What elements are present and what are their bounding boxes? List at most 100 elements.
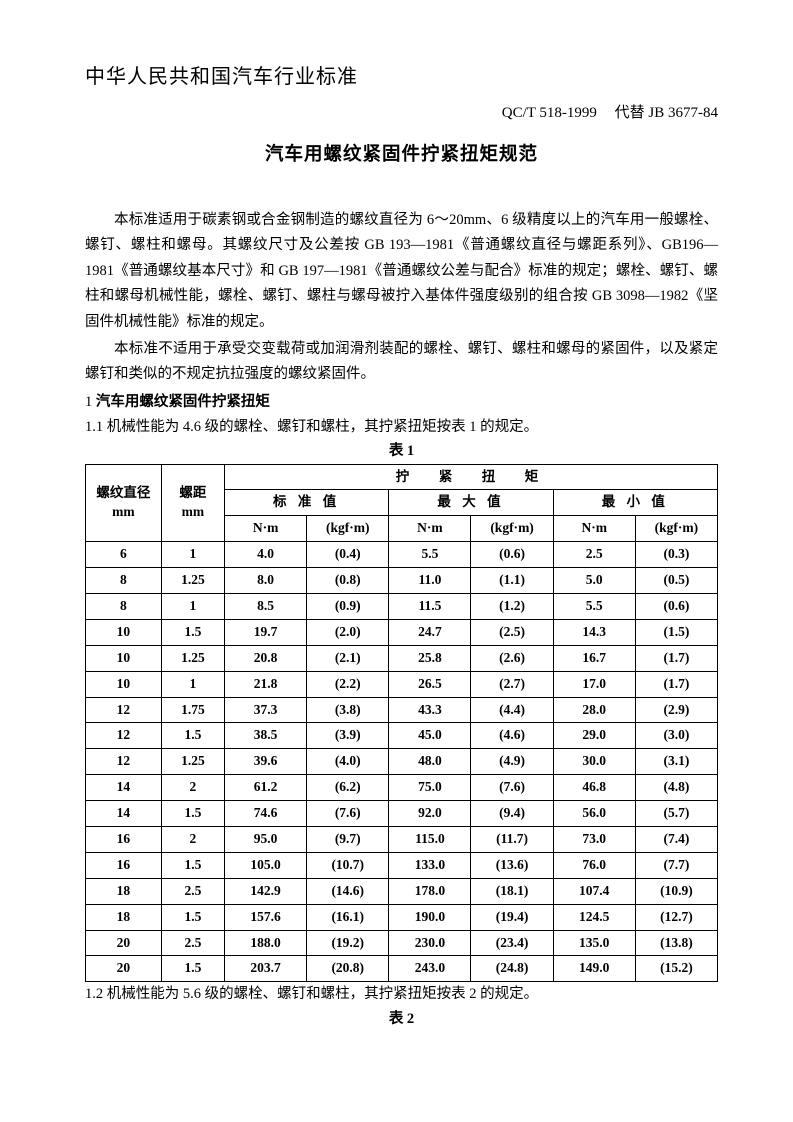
table-cell: (0.3) <box>635 542 717 568</box>
table-cell: 149.0 <box>553 956 635 982</box>
table-cell: (2.7) <box>471 671 553 697</box>
table-row: 14261.2(6.2)75.0(7.6)46.8(4.8) <box>86 775 718 801</box>
col-max-kgfm: (kgf·m) <box>471 516 553 542</box>
table-cell: 75.0 <box>389 775 471 801</box>
table-cell: (2.1) <box>307 645 389 671</box>
diameter-label: 螺纹直径 <box>96 485 150 500</box>
table-cell: 178.0 <box>389 878 471 904</box>
table-cell: 16 <box>86 852 162 878</box>
table-cell: 76.0 <box>553 852 635 878</box>
org-heading: 中华人民共和国汽车行业标准 <box>85 60 718 89</box>
table-cell: 8 <box>86 568 162 594</box>
table-cell: 1.5 <box>161 904 224 930</box>
table-cell: 1.5 <box>161 619 224 645</box>
pitch-label: 螺距 <box>179 485 206 500</box>
table-cell: (2.5) <box>471 619 553 645</box>
table-cell: (7.7) <box>635 852 717 878</box>
table-cell: 1.5 <box>161 723 224 749</box>
table-cell: 2.5 <box>161 930 224 956</box>
table-cell: (1.5) <box>635 619 717 645</box>
table-cell: 14.3 <box>553 619 635 645</box>
table-cell: 29.0 <box>553 723 635 749</box>
table-cell: (4.6) <box>471 723 553 749</box>
table-cell: 12 <box>86 749 162 775</box>
table-header-row-1: 螺纹直径 mm 螺距 mm 拧 紧 扭 矩 <box>86 464 718 490</box>
table-cell: 56.0 <box>553 801 635 827</box>
table-cell: (20.8) <box>307 956 389 982</box>
table-row: 182.5142.9(14.6)178.0(18.1)107.4(10.9) <box>86 878 718 904</box>
table-cell: (3.1) <box>635 749 717 775</box>
table-cell: 17.0 <box>553 671 635 697</box>
table-cell: (10.7) <box>307 852 389 878</box>
table-row: 161.5105.0(10.7)133.0(13.6)76.0(7.7) <box>86 852 718 878</box>
table-cell: 19.7 <box>225 619 307 645</box>
document-title: 汽车用螺纹紧固件拧紧扭矩规范 <box>85 140 718 166</box>
section-1-heading: 1 汽车用螺纹紧固件拧紧扭矩 <box>85 390 718 415</box>
table-cell: 1.25 <box>161 645 224 671</box>
table-cell: (3.8) <box>307 697 389 723</box>
table-cell: 188.0 <box>225 930 307 956</box>
table-cell: (3.0) <box>635 723 717 749</box>
table-cell: 1.5 <box>161 852 224 878</box>
torque-table-1: 螺纹直径 mm 螺距 mm 拧 紧 扭 矩 标 准 值 最 大 值 最 小 值 … <box>85 464 718 983</box>
table-cell: (18.1) <box>471 878 553 904</box>
table-cell: 10 <box>86 671 162 697</box>
col-min-nm: N·m <box>553 516 635 542</box>
table-cell: (14.6) <box>307 878 389 904</box>
table-cell: 48.0 <box>389 749 471 775</box>
table-cell: (4.0) <box>307 749 389 775</box>
table-cell: 61.2 <box>225 775 307 801</box>
table-cell: (4.9) <box>471 749 553 775</box>
table-cell: 107.4 <box>553 878 635 904</box>
col-min-kgfm: (kgf·m) <box>635 516 717 542</box>
table-1-caption: 表 1 <box>85 440 718 463</box>
table-cell: 142.9 <box>225 878 307 904</box>
table-cell: 16 <box>86 827 162 853</box>
table-cell: 30.0 <box>553 749 635 775</box>
clause-1-2: 1.2 机械性能为 5.6 级的螺栓、螺钉和螺柱，其拧紧扭矩按表 2 的规定。 <box>85 982 718 1007</box>
table-cell: (2.6) <box>471 645 553 671</box>
table-cell: 133.0 <box>389 852 471 878</box>
table-cell: (0.5) <box>635 568 717 594</box>
table-row: 10121.8(2.2)26.5(2.7)17.0(1.7) <box>86 671 718 697</box>
table-cell: 12 <box>86 697 162 723</box>
col-min: 最 小 值 <box>553 490 717 516</box>
spec-replaces: 代替 JB 3677-84 <box>615 101 718 122</box>
table-2-caption: 表 2 <box>85 1008 718 1031</box>
table-cell: 2.5 <box>161 878 224 904</box>
table-cell: (1.2) <box>471 594 553 620</box>
table-cell: (2.0) <box>307 619 389 645</box>
table-cell: 20 <box>86 956 162 982</box>
table-cell: 18 <box>86 878 162 904</box>
table-cell: (7.6) <box>307 801 389 827</box>
table-cell: 230.0 <box>389 930 471 956</box>
table-cell: 21.8 <box>225 671 307 697</box>
table-cell: 14 <box>86 801 162 827</box>
table-cell: 2 <box>161 827 224 853</box>
table-cell: (0.6) <box>471 542 553 568</box>
table-body: 614.0(0.4)5.5(0.6)2.5(0.3)81.258.0(0.8)1… <box>86 542 718 982</box>
table-cell: 92.0 <box>389 801 471 827</box>
table-cell: (19.2) <box>307 930 389 956</box>
table-cell: 5.5 <box>389 542 471 568</box>
table-cell: (13.8) <box>635 930 717 956</box>
table-cell: (16.1) <box>307 904 389 930</box>
col-max-nm: N·m <box>389 516 471 542</box>
table-cell: 39.6 <box>225 749 307 775</box>
table-cell: (1.7) <box>635 645 717 671</box>
table-cell: 74.6 <box>225 801 307 827</box>
table-cell: 45.0 <box>389 723 471 749</box>
table-cell: 8.5 <box>225 594 307 620</box>
intro-paragraph-2: 本标准不适用于承受交变载荷或加润滑剂装配的螺栓、螺钉、螺柱和螺母的紧固件，以及紧… <box>85 337 718 388</box>
table-cell: 8.0 <box>225 568 307 594</box>
table-cell: 157.6 <box>225 904 307 930</box>
intro-paragraph-1: 本标准适用于碳素钢或合金钢制造的螺纹直径为 6～20mm、6 级精度以上的汽车用… <box>85 208 718 335</box>
table-cell: (19.4) <box>471 904 553 930</box>
table-row: 202.5188.0(19.2)230.0(23.4)135.0(13.8) <box>86 930 718 956</box>
table-cell: 1 <box>161 542 224 568</box>
table-cell: 20 <box>86 930 162 956</box>
table-cell: (0.6) <box>635 594 717 620</box>
table-cell: 1 <box>161 594 224 620</box>
table-row: 181.5157.6(16.1)190.0(19.4)124.5(12.7) <box>86 904 718 930</box>
table-cell: 16.7 <box>553 645 635 671</box>
